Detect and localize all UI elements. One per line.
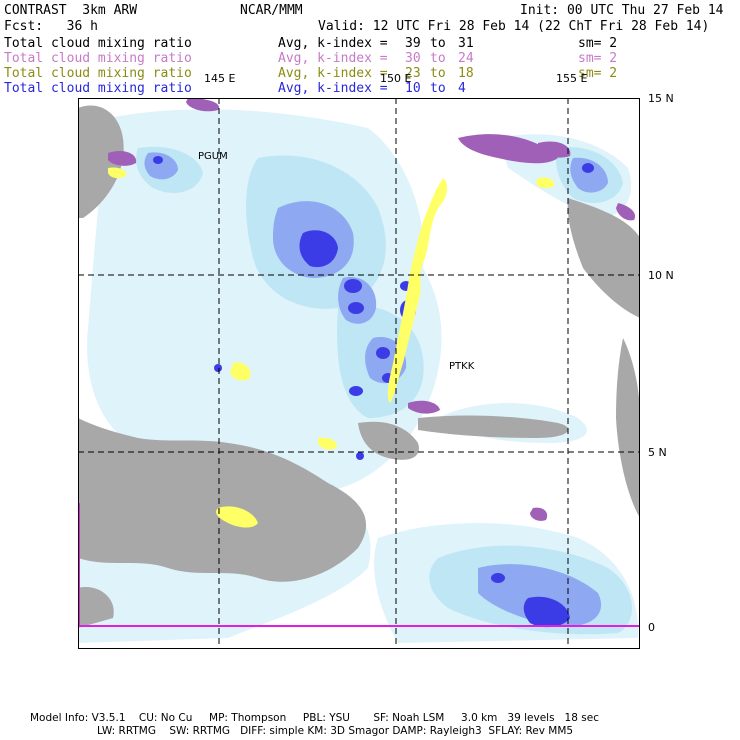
station-pgum: PGUM xyxy=(198,151,228,162)
legend-from-1: 39 xyxy=(405,36,421,51)
legend-avg-2: Avg, k-index = xyxy=(278,51,388,66)
model-title: CONTRAST 3km ARW xyxy=(4,3,138,18)
legend-avg-3: Avg, k-index = xyxy=(278,66,388,81)
legend-name-2: Total cloud mixing ratio xyxy=(4,51,192,66)
lon-label-155e: 155 E xyxy=(556,72,588,85)
station-ptkk: PTKK xyxy=(449,361,475,372)
lat-label-10n: 10 N xyxy=(648,269,674,282)
lat-label-5n: 5 N xyxy=(648,446,667,459)
lat-lon-grid xyxy=(78,98,640,649)
legend-sm-2: sm= 2 xyxy=(578,51,618,66)
legend-to-4: 4 xyxy=(458,81,466,96)
lat-label-15n: 15 N xyxy=(648,92,674,105)
lat-label-0: 0 xyxy=(648,621,655,634)
legend-from-3: 23 xyxy=(405,66,421,81)
legend-to-2: 24 xyxy=(458,51,474,66)
valid-time: Valid: 12 UTC Fri 28 Feb 14 (22 ChT Fri … xyxy=(318,19,710,34)
legend-name-1: Total cloud mixing ratio xyxy=(4,36,192,51)
purple-field xyxy=(108,98,636,521)
init-time: Init: 00 UTC Thu 27 Feb 14 xyxy=(520,3,724,18)
legend-sm-3: sm= 2 xyxy=(578,66,618,81)
legend-name-3: Total cloud mixing ratio xyxy=(4,66,192,81)
legend-sm-1: sm= 2 xyxy=(578,36,618,51)
legend-to-3: 18 xyxy=(458,66,474,81)
lon-label-145e: 145 E xyxy=(204,72,236,85)
legend-to-word-1: to xyxy=(430,36,446,51)
legend-name-4: Total cloud mixing ratio xyxy=(4,81,192,96)
cloud-mixing-ratio-map xyxy=(78,98,640,649)
legend-avg-1: Avg, k-index = xyxy=(278,36,388,51)
legend-from-2: 30 xyxy=(405,51,421,66)
organization: NCAR/MMM xyxy=(240,3,303,18)
legend-to-1: 31 xyxy=(458,36,474,51)
legend-from-4: 10 xyxy=(405,81,421,96)
legend-to-word-3: to xyxy=(430,66,446,81)
lon-label-150e: 150 E xyxy=(380,72,412,85)
model-info-line-2: LW: RRTMG SW: RRTMG DIFF: simple KM: 3D … xyxy=(97,725,574,737)
gray-field xyxy=(78,105,640,628)
legend-to-word-4: to xyxy=(430,81,446,96)
yellow-field xyxy=(108,167,555,528)
legend-to-word-2: to xyxy=(430,51,446,66)
legend-avg-4: Avg, k-index = xyxy=(278,81,388,96)
model-info-line-1: Model Info: V3.5.1 CU: No Cu MP: Thompso… xyxy=(30,712,599,724)
forecast-hour: Fcst: 36 h xyxy=(4,19,98,34)
